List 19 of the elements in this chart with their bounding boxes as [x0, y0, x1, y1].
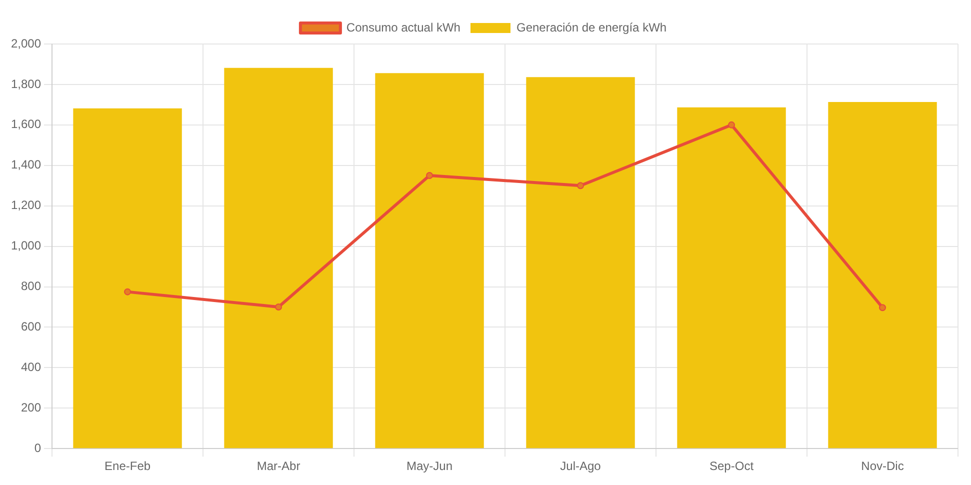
x-tick-label: Jul-Ago — [560, 459, 602, 474]
y-tick-label: 0 — [34, 440, 42, 455]
y-tick-label: 200 — [21, 400, 42, 414]
y-tick-label: 1,600 — [11, 117, 42, 132]
y-tick-label: 1,000 — [11, 238, 42, 253]
x-tick-label: Mar-Abr — [256, 459, 300, 474]
y-tick-label: 1,400 — [11, 158, 42, 172]
y-tick-label: 600 — [21, 320, 42, 334]
y-tick-label: 2,000 — [11, 36, 42, 50]
legend-label: Consumo actual kWh — [346, 20, 460, 34]
y-tick-label: 400 — [21, 360, 42, 374]
x-tick-label: Nov-Dic — [861, 459, 904, 474]
y-tick-label: 800 — [21, 279, 42, 294]
legend-label: Generación de energía kWh — [516, 20, 667, 34]
y-tick-label: 1,200 — [11, 198, 42, 212]
x-tick-label: Sep-Oct — [710, 459, 754, 474]
x-tick-label: Ene-Feb — [104, 459, 151, 474]
y-tick-label: 1,800 — [11, 76, 42, 91]
x-tick-label: May-Jun — [406, 459, 453, 474]
